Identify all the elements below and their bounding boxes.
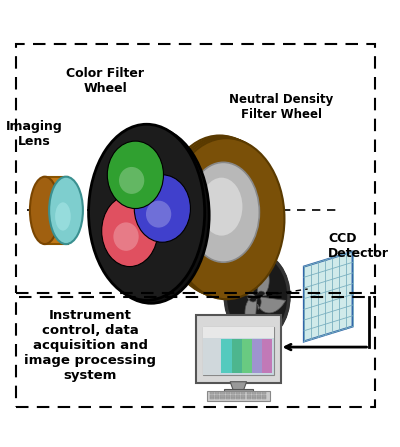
Text: Shutter: Shutter xyxy=(216,353,276,367)
Text: Color Filter
Wheel: Color Filter Wheel xyxy=(66,67,144,95)
Bar xyxy=(247,395,251,396)
Ellipse shape xyxy=(113,222,139,251)
Bar xyxy=(203,327,274,375)
Bar xyxy=(252,339,262,373)
Ellipse shape xyxy=(134,175,190,242)
Bar xyxy=(220,395,224,396)
Bar xyxy=(221,339,232,373)
Bar xyxy=(252,397,256,399)
Bar xyxy=(231,395,235,396)
Text: CCD
Detector: CCD Detector xyxy=(328,232,389,260)
Ellipse shape xyxy=(30,177,60,244)
Bar xyxy=(262,395,266,396)
Bar xyxy=(241,397,246,399)
Bar xyxy=(210,395,214,396)
FancyBboxPatch shape xyxy=(207,391,270,401)
Bar xyxy=(220,392,224,394)
Ellipse shape xyxy=(55,202,71,231)
Bar xyxy=(262,397,266,399)
Bar xyxy=(257,397,261,399)
Text: Imaging
Lens: Imaging Lens xyxy=(6,120,63,148)
Ellipse shape xyxy=(49,177,83,244)
Bar xyxy=(226,397,230,399)
Bar xyxy=(241,395,246,396)
Ellipse shape xyxy=(93,127,209,303)
Text: Instrument
control, data
acquisition and
image processing
system: Instrument control, data acquisition and… xyxy=(24,309,156,382)
Polygon shape xyxy=(245,297,257,335)
Ellipse shape xyxy=(168,138,284,299)
Ellipse shape xyxy=(146,201,171,228)
Bar xyxy=(247,397,251,399)
Ellipse shape xyxy=(107,141,164,208)
Bar xyxy=(210,392,214,394)
Ellipse shape xyxy=(225,253,289,340)
Polygon shape xyxy=(230,382,247,390)
Bar xyxy=(203,338,220,375)
Ellipse shape xyxy=(164,136,280,297)
Bar xyxy=(247,392,251,394)
FancyBboxPatch shape xyxy=(196,315,281,383)
Text: Neutral Density
Filter Wheel: Neutral Density Filter Wheel xyxy=(229,93,334,122)
Bar xyxy=(231,397,235,399)
Polygon shape xyxy=(45,177,68,244)
Bar xyxy=(241,392,246,394)
Bar xyxy=(210,397,214,399)
Ellipse shape xyxy=(88,124,205,300)
Bar xyxy=(236,395,240,396)
Bar xyxy=(226,392,230,394)
Ellipse shape xyxy=(201,177,242,236)
Bar xyxy=(203,327,274,338)
Bar xyxy=(257,392,261,394)
Ellipse shape xyxy=(162,135,278,296)
Polygon shape xyxy=(304,252,353,342)
Ellipse shape xyxy=(188,162,259,262)
Bar xyxy=(262,339,272,373)
Bar xyxy=(232,339,242,373)
Bar xyxy=(257,395,261,396)
Bar xyxy=(242,339,252,373)
Ellipse shape xyxy=(102,195,158,266)
Bar xyxy=(224,389,253,393)
Bar xyxy=(226,395,230,396)
Bar xyxy=(236,397,240,399)
Bar xyxy=(252,392,256,394)
Bar xyxy=(231,392,235,394)
Bar xyxy=(215,395,219,396)
Bar xyxy=(220,397,224,399)
Ellipse shape xyxy=(166,137,282,298)
Bar xyxy=(236,392,240,394)
Ellipse shape xyxy=(119,167,144,194)
Bar xyxy=(252,395,256,396)
Bar xyxy=(215,397,219,399)
Bar xyxy=(262,392,266,394)
Polygon shape xyxy=(228,280,256,296)
Bar xyxy=(215,392,219,394)
Polygon shape xyxy=(257,258,269,296)
Polygon shape xyxy=(258,297,286,313)
